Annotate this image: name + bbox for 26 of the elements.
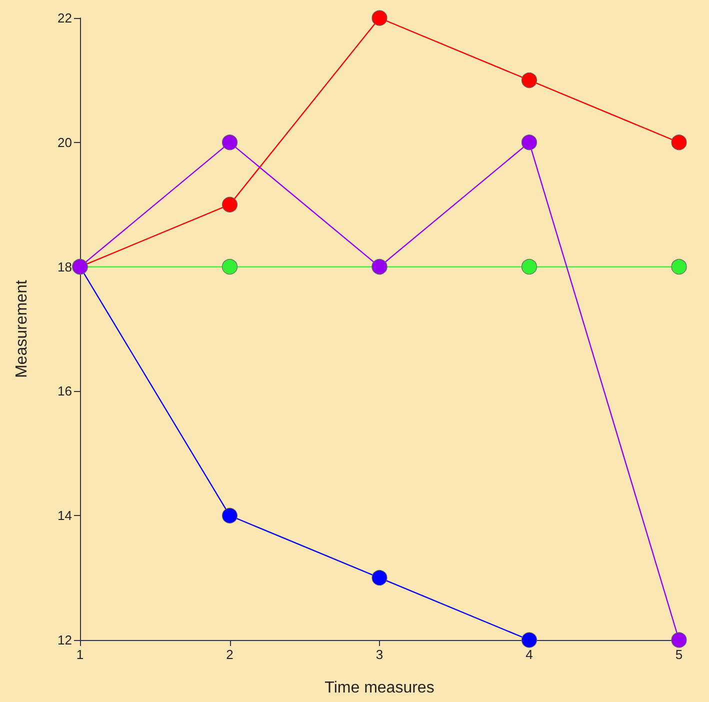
x-tick-label: 5 <box>675 647 683 662</box>
x-tick-label: 4 <box>526 647 533 662</box>
point <box>222 508 238 524</box>
point <box>671 259 687 275</box>
y-axis-title: Measurement <box>14 280 30 378</box>
y-tick-label: 12 <box>58 632 72 648</box>
point <box>671 632 687 648</box>
x-tick-label: 2 <box>226 647 234 662</box>
point <box>222 259 238 275</box>
x-tick-label: 1 <box>76 647 84 662</box>
point <box>521 134 538 150</box>
point <box>521 632 538 648</box>
y-tick-label: 14 <box>58 508 72 524</box>
x-axis-title: Time measures <box>324 680 434 696</box>
point <box>521 72 538 88</box>
point <box>671 134 687 150</box>
y-tick-label: 16 <box>58 384 72 399</box>
point <box>372 10 388 26</box>
y-tick-label: 20 <box>58 134 72 150</box>
y-tick-label: 18 <box>58 259 72 274</box>
point <box>222 134 238 150</box>
y-tick-label: 22 <box>58 10 72 26</box>
point <box>521 259 538 275</box>
x-tick-label: 3 <box>376 647 384 662</box>
point <box>222 196 238 212</box>
point <box>372 570 388 586</box>
